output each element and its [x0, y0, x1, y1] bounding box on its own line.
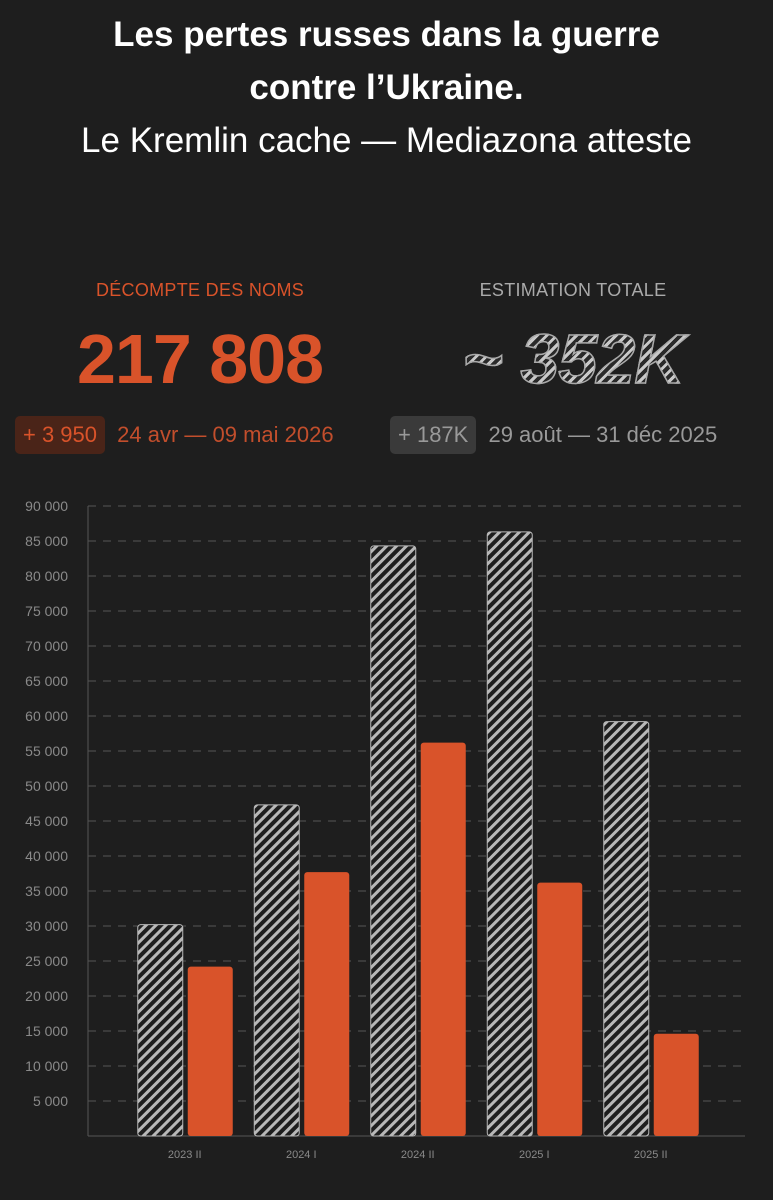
x-tick-label: 2025 I [519, 1149, 550, 1161]
y-tick-label: 15 000 [25, 1023, 68, 1039]
header: Les pertes russes dans la guerre contre … [40, 8, 733, 167]
y-tick-label: 75 000 [25, 603, 68, 619]
stat-label: DÉCOMPTE DES NOMS [95, 280, 305, 300]
y-tick-label: 40 000 [25, 848, 68, 864]
bar [603, 721, 650, 1137]
y-tick-label: 80 000 [25, 568, 68, 584]
y-tick-label: 55 000 [25, 743, 68, 759]
period: 24 avr — 09 mai 2026 [117, 422, 334, 447]
bar [253, 804, 300, 1137]
stat-value: 217 808 [76, 320, 324, 398]
stat-estimate: ESTIMATION TOTALE ~ 352K [383, 280, 763, 399]
stat-value: ~ 352K [383, 319, 763, 399]
y-tick-label: 65 000 [25, 673, 68, 689]
y-tick-label: 30 000 [25, 918, 68, 934]
y-tick-label: 10 000 [25, 1058, 68, 1074]
bar [304, 872, 350, 1136]
y-tick-label: 90 000 [25, 498, 68, 514]
y-tick-label: 60 000 [25, 708, 68, 724]
bar [486, 531, 533, 1137]
y-tick-label: 25 000 [25, 953, 68, 969]
delta-pill: + 187K [390, 416, 477, 454]
y-tick-label: 35 000 [25, 883, 68, 899]
subtitle: Le Kremlin cache — Mediazona atteste [81, 121, 692, 160]
bar [420, 742, 466, 1136]
stat-label: ESTIMATION TOTALE [479, 280, 667, 300]
y-tick-label: 20 000 [25, 988, 68, 1004]
y-tick-label: 50 000 [25, 778, 68, 794]
y-tick-label: 5 000 [33, 1093, 68, 1109]
bar [537, 882, 583, 1136]
x-tick-label: 2023 II [168, 1149, 202, 1161]
stat-row: + 187K 29 août — 31 déc 2025 [390, 416, 717, 454]
bar [187, 966, 233, 1136]
period: 29 août — 31 déc 2025 [488, 422, 718, 447]
bar [653, 1033, 699, 1136]
y-tick-label: 70 000 [25, 638, 68, 654]
stat-row: + 3 950 24 avr — 09 mai 2026 [15, 416, 334, 454]
x-tick-label: 2024 I [286, 1149, 317, 1161]
bar [370, 545, 417, 1137]
delta-pill: + 3 950 [15, 416, 106, 454]
x-tick-label: 2024 II [401, 1149, 435, 1161]
title: Les pertes russes dans la guerre contre … [113, 15, 660, 107]
y-tick-label: 85 000 [25, 533, 68, 549]
stat-names: DÉCOMPTE DES NOMS 217 808 [10, 280, 390, 399]
bar [137, 924, 184, 1137]
x-tick-label: 2025 II [634, 1149, 668, 1161]
y-tick-label: 45 000 [25, 813, 68, 829]
